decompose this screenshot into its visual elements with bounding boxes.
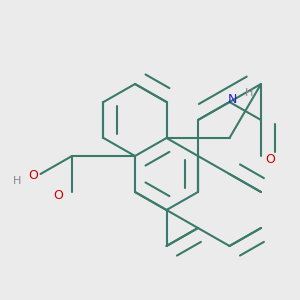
Text: H: H (245, 88, 253, 98)
Text: N: N (228, 93, 237, 106)
Text: H: H (13, 176, 22, 187)
Text: O: O (28, 169, 38, 182)
Text: O: O (54, 189, 63, 202)
Text: O: O (265, 153, 275, 166)
